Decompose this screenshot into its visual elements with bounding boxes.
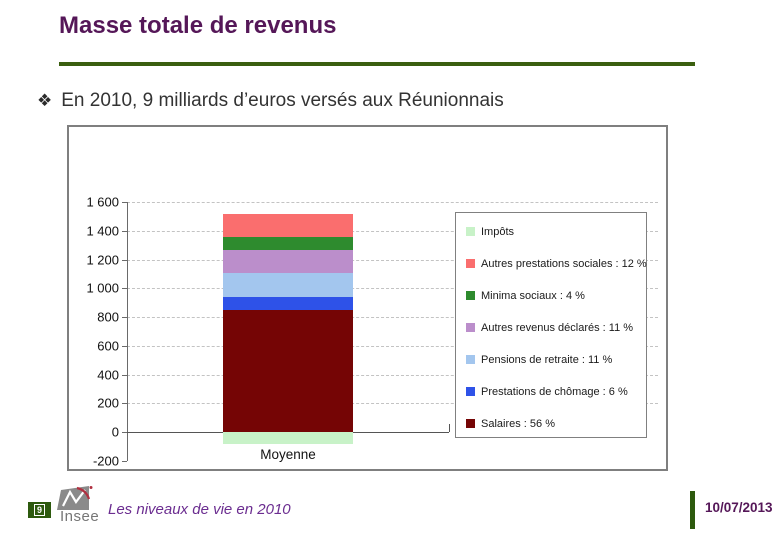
legend-color-swatch — [466, 355, 475, 364]
legend-label: Salaires : 56 % — [481, 417, 555, 430]
page-number-badge: 9 — [28, 502, 51, 518]
y-tick-label: 800 — [97, 309, 119, 325]
chart-plot-area: 1 600 1 400 1 200 1 000 800 600 400 200 0 -200 Moy… — [69, 127, 666, 469]
footer-presentation-title: Les niveaux de vie en 2010 — [108, 501, 291, 518]
insee-logo-icon — [57, 486, 93, 510]
y-tick-mark — [122, 317, 127, 318]
zero-baseline-end-stub — [449, 424, 450, 432]
y-gridline — [127, 288, 658, 290]
legend-label: Impôts — [481, 225, 515, 238]
page-number: 9 — [33, 504, 45, 516]
bar-segment — [223, 432, 353, 444]
y-gridline — [127, 202, 658, 203]
legend-color-swatch — [466, 419, 475, 428]
y-tick-mark — [122, 460, 127, 462]
y-tick-label: 0 — [111, 424, 119, 440]
legend-item: Autres revenus déclarés : 11 % — [466, 321, 646, 334]
page-title: Masse totale de revenus — [59, 12, 337, 39]
y-tick-mark — [122, 403, 127, 405]
legend-item: Pensions de retraite : 11 % — [466, 353, 646, 366]
y-gridline — [127, 374, 658, 376]
y-tick-mark — [122, 432, 127, 433]
chart-frame: 1 600 1 400 1 200 1 000 800 600 400 200 0 -200 Moy… — [67, 125, 668, 471]
y-gridline — [127, 403, 658, 405]
y-tick-mark — [122, 259, 127, 261]
legend-item: Autres prestations sociales : 12 % — [466, 257, 647, 270]
category-label: Moyenne — [260, 446, 316, 462]
chart-legend: Impôts Autres prestations sociales : 12 %… — [455, 212, 647, 438]
y-axis-line — [127, 202, 128, 461]
legend-label: Minima sociaux : 4 % — [481, 289, 585, 302]
legend-label: Pensions de retraite : 11 % — [481, 353, 613, 366]
legend-color-swatch — [466, 291, 475, 300]
y-tick-label: 200 — [97, 395, 119, 411]
legend-color-swatch — [466, 387, 475, 396]
y-tick-label: 1 000 — [86, 280, 119, 296]
title-separator-line — [59, 62, 695, 66]
legend-item: Impôts — [466, 225, 646, 238]
insee-logo: Insee — [52, 485, 104, 529]
legend-item: Salaires : 56 % — [466, 417, 646, 430]
legend-color-swatch — [466, 259, 475, 268]
bullet-text: En 2010, 9 milliards d’euros versés aux … — [61, 90, 504, 111]
y-tick-label: 600 — [97, 338, 119, 354]
y-gridline — [127, 345, 658, 347]
legend-item: Prestations de chômage : 6 % — [466, 385, 646, 398]
insee-logo-text: Insee — [60, 508, 100, 525]
y-gridline — [127, 230, 658, 232]
diamond-bullet-icon: ❖ — [37, 91, 53, 110]
y-tick-label: -200 — [92, 453, 119, 469]
y-tick-label: 1 400 — [86, 223, 119, 239]
bar-segment — [223, 236, 353, 251]
footer-date: 10/07/2013 — [705, 500, 773, 515]
legend-label: Autres revenus déclarés : 11 % — [481, 321, 634, 334]
legend-label: Prestations de chômage : 6 % — [481, 385, 628, 398]
y-tick-mark — [122, 374, 127, 376]
date-separator-bar — [690, 491, 695, 529]
y-tick-label: 400 — [97, 367, 119, 382]
y-tick-label: 1 200 — [86, 252, 119, 267]
y-tick-mark — [122, 288, 127, 290]
y-tick-mark — [122, 202, 127, 203]
bar-segment — [223, 213, 353, 237]
y-gridline — [127, 317, 658, 318]
legend-color-swatch — [466, 227, 475, 236]
bar-segment — [223, 250, 353, 274]
legend-item: Minima sociaux : 4 % — [466, 289, 646, 302]
bar-segment — [223, 296, 353, 310]
y-gridline — [127, 259, 658, 261]
legend-label: Autres prestations sociales : 12 % — [481, 257, 647, 270]
bar-segment — [223, 273, 353, 297]
y-tick-mark — [122, 230, 127, 232]
bullet-line: ❖ En 2010, 9 milliards d’euros versés aux… — [37, 90, 737, 112]
bar-segment — [223, 309, 353, 432]
legend-color-swatch — [466, 323, 475, 332]
y-tick-label: 1 600 — [86, 194, 119, 210]
y-tick-mark — [122, 345, 127, 347]
